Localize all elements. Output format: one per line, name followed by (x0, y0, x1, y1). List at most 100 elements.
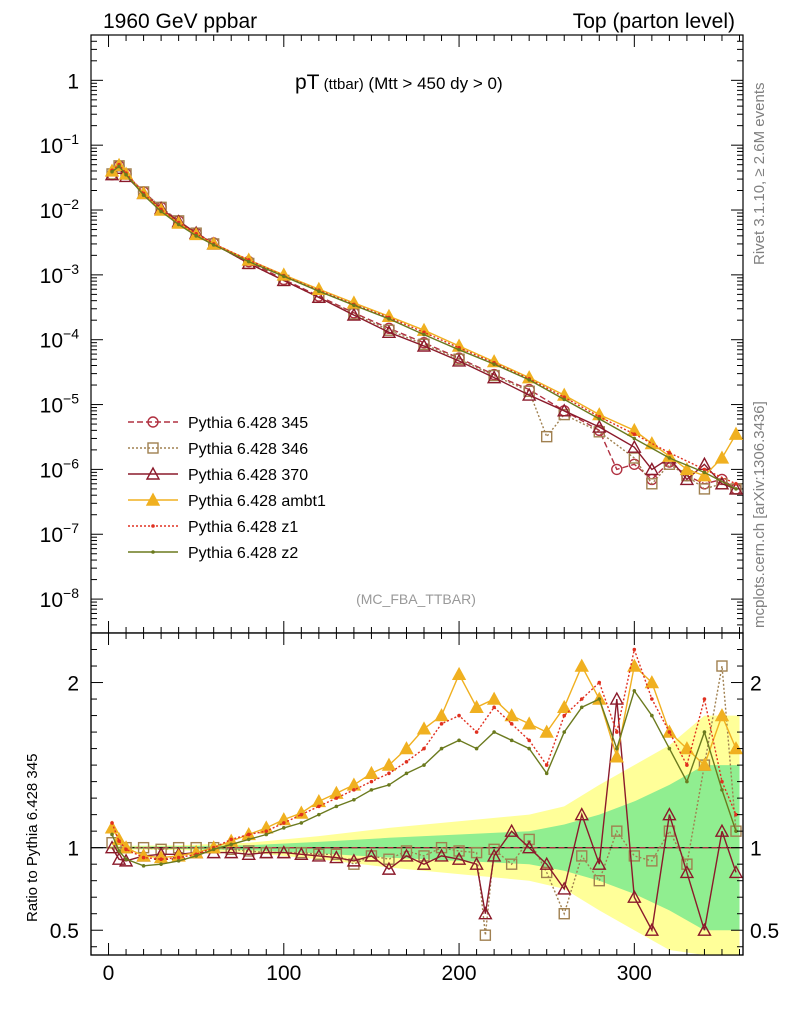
ratio-series-point (697, 922, 712, 936)
ratio-series-point (679, 864, 695, 879)
ratio-series-point (111, 831, 127, 846)
ratio-series-point (644, 675, 660, 689)
side-label-upper: Rivet 3.1.10, ≥ 2.6M events (751, 83, 768, 266)
main-series-point (381, 324, 397, 339)
main-series-point (211, 243, 216, 247)
ratio-series-line (111, 665, 737, 936)
main-series-point (632, 432, 637, 436)
main-series-point (628, 452, 641, 464)
ratio-series-point (211, 847, 216, 852)
ratio-series-point (557, 699, 572, 714)
ratio-series-point (110, 832, 114, 837)
main-series-point (632, 436, 637, 441)
ratio-series-point (329, 850, 344, 864)
main-series-point (702, 470, 707, 475)
main-series-point (457, 347, 461, 352)
ratio-series-point (714, 823, 730, 837)
ratio-series-point (334, 804, 339, 809)
ratio-series-point (334, 796, 339, 800)
ratio-series-point (544, 763, 549, 767)
main-series-point (679, 471, 695, 486)
ratio-series-point (422, 763, 426, 767)
legend-marker (147, 442, 159, 454)
ratio-series-point (399, 741, 414, 755)
ratio-series-point (527, 738, 531, 743)
main-series-point (734, 481, 738, 486)
ratio-series-point (369, 788, 374, 792)
ratio-series-point (650, 697, 654, 701)
main-series-point (159, 209, 163, 214)
main-series-point (540, 430, 553, 443)
ratio-series-point (399, 848, 414, 862)
legend-label: Pythia 6.428 ambt1 (188, 493, 326, 510)
legend: Pythia 6.428 345 Pythia 6.428 346 Pythia 6… (128, 415, 326, 562)
header-right: Top (parton level) (573, 10, 735, 33)
ratio-series-point (243, 845, 255, 857)
ratio-series-point (422, 746, 426, 751)
ratio-series-point (159, 862, 163, 866)
legend-label: Pythia 6.428 z1 (188, 519, 298, 536)
side-label-lower-text: mcplots.cern.ch [arXiv:1306.3436] (751, 401, 768, 628)
legend-marker (151, 550, 155, 554)
ratio-panel: 0 100 200 300 0.5 0.5 1 1 2 2 Ratio to Pythia 6.42… (24, 632, 779, 985)
main-y-tick-label: 10−8 (40, 585, 80, 612)
ratio-series-point (720, 779, 724, 784)
ratio-y-tick-label-right: 0.5 (750, 920, 779, 943)
main-series-point (523, 385, 535, 398)
main-series-point (627, 439, 642, 453)
main-series-point (714, 450, 730, 464)
main-y-tick-label: 10−1 (40, 131, 80, 158)
header-left: 1960 GeV ppbar (103, 10, 257, 33)
ratio-series-point (474, 730, 479, 734)
ratio-series-point (579, 705, 584, 710)
ratio-series-point (667, 730, 672, 734)
ratio-series-point (539, 856, 554, 870)
ratio-series-point (486, 848, 502, 862)
ratio-series-point (504, 708, 519, 722)
ratio-series-point (650, 713, 654, 718)
ratio-series-point (317, 812, 321, 817)
main-series-point (592, 419, 607, 433)
ratio-y-tick-label-left: 0.5 (50, 920, 79, 943)
main-y-tick-label: 10−3 (40, 261, 80, 288)
ratio-series-point (439, 746, 444, 751)
ratio-series-point (457, 713, 461, 718)
ratio-series-point (593, 874, 605, 887)
ratio-series-point (469, 699, 484, 714)
ratio-series-point (317, 804, 321, 809)
ratio-series-point (311, 848, 327, 862)
legend-marker (145, 492, 161, 506)
ratio-series-point (229, 837, 234, 842)
main-series-point (611, 463, 623, 476)
ratio-series-point (628, 850, 641, 862)
main-series-point (422, 332, 426, 337)
ratio-series-point (451, 851, 467, 865)
ratio-series-point (627, 889, 642, 903)
main-y-tick-label: 10−6 (40, 455, 80, 482)
ratio-series-group (104, 646, 743, 941)
ratio-series-point (632, 647, 637, 652)
ratio-series-point (229, 842, 234, 847)
ratio-series-point (111, 851, 127, 865)
ratio-series-point (194, 854, 198, 858)
ratio-series-point (662, 807, 677, 821)
ratio-x-tick-label: 0 (103, 962, 115, 985)
ratio-y-tick-label-right: 1 (750, 838, 762, 861)
ratio-series-point (117, 849, 121, 853)
ratio-series-point (159, 857, 163, 862)
main-series (110, 164, 738, 491)
ratio-series-line (111, 646, 737, 860)
ratio-series-point (486, 691, 502, 705)
ratio-series-point (679, 741, 695, 755)
ratio-y-tick-label-right: 2 (750, 673, 762, 696)
ratio-series-point (574, 658, 589, 672)
main-series-point (667, 451, 672, 455)
ratio-series-point (609, 749, 624, 763)
ratio-series-point (544, 771, 549, 776)
main-series-point (311, 289, 327, 304)
ratio-series-point (597, 697, 602, 701)
legend-label: Pythia 6.428 z2 (188, 545, 298, 562)
ratio-series-point (264, 832, 269, 837)
ratio-series-line (111, 689, 737, 867)
ratio-series-point (521, 716, 537, 730)
